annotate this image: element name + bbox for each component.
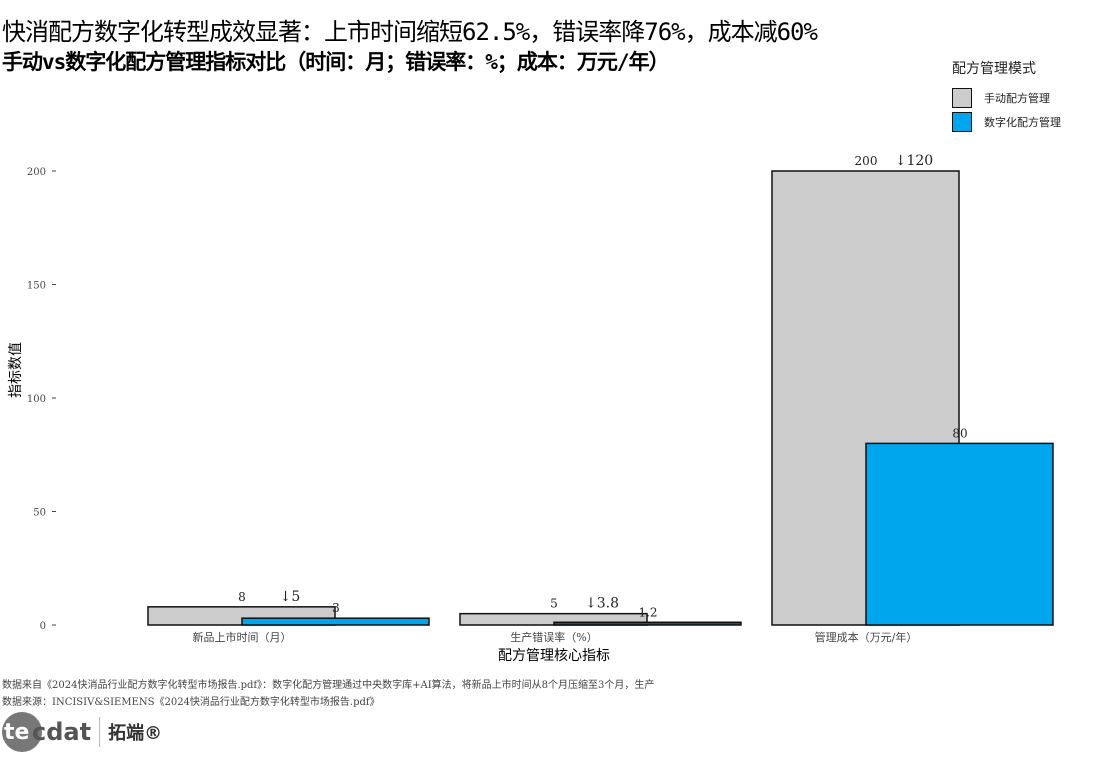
logo-text: cdat [32,718,92,746]
legend-key-digital [952,112,972,132]
bar-digital [865,442,1054,626]
data-label: 80 [952,426,967,440]
data-label: 5 [550,597,558,611]
chart-title: 快消配方数字化转型成效显著：上市时间缩短62.5%，错误率降76%，成本减60% [2,18,818,46]
data-label: 8 [238,590,246,604]
logo-mark: te [2,712,42,752]
y-tick-label: 150 [27,281,46,292]
reduction-annotation: ↓3.8 [585,596,619,612]
bar-digital [553,621,742,626]
note-line-1: 数据来自《2024快消品行业配方数字化转型市场报告.pdf》：数字化配方管理通过… [2,680,655,691]
logo-cn: 拓端® [108,723,163,744]
legend-item-digital: 数字化配方管理 [952,110,1061,134]
legend-label-manual: 手动配方管理 [984,92,1050,105]
y-tick-label: 100 [27,394,46,405]
data-label: 200 [855,154,878,168]
x-tick-label: 生产错误率（%） [510,630,597,644]
legend-item-manual: 手动配方管理 [952,86,1061,110]
x-axis-label: 配方管理核心指标 [498,648,610,664]
logo-divider [99,717,101,747]
data-label: 3 [332,601,340,615]
y-tick-label: 0 [40,621,46,632]
data-label: 1.2 [638,605,657,619]
legend: 配方管理模式 手动配方管理 数字化配方管理 [952,58,1061,134]
y-tick-label: 200 [27,167,46,178]
legend-key-manual [952,88,972,108]
note-line-2: 数据来源：INCISIV&SIEMENS《2024快消品行业配方数字化转型市场报… [2,697,380,708]
legend-label-digital: 数字化配方管理 [984,116,1061,129]
bar-digital [241,617,430,626]
x-tick-label: 新品上市时间（月） [193,630,292,644]
logo: te cdat 拓端® [2,712,162,752]
chart-subtitle: 手动vs数字化配方管理指标对比（时间：月；错误率：%；成本：万元/年） [2,50,670,74]
reduction-annotation: ↓120 [895,153,933,169]
legend-title: 配方管理模式 [952,61,1036,77]
reduction-annotation: ↓5 [280,589,301,605]
x-tick-label: 管理成本（万元/年） [815,630,918,644]
y-tick-label: 50 [33,508,46,519]
y-axis-label: 指标数值 [8,342,24,398]
